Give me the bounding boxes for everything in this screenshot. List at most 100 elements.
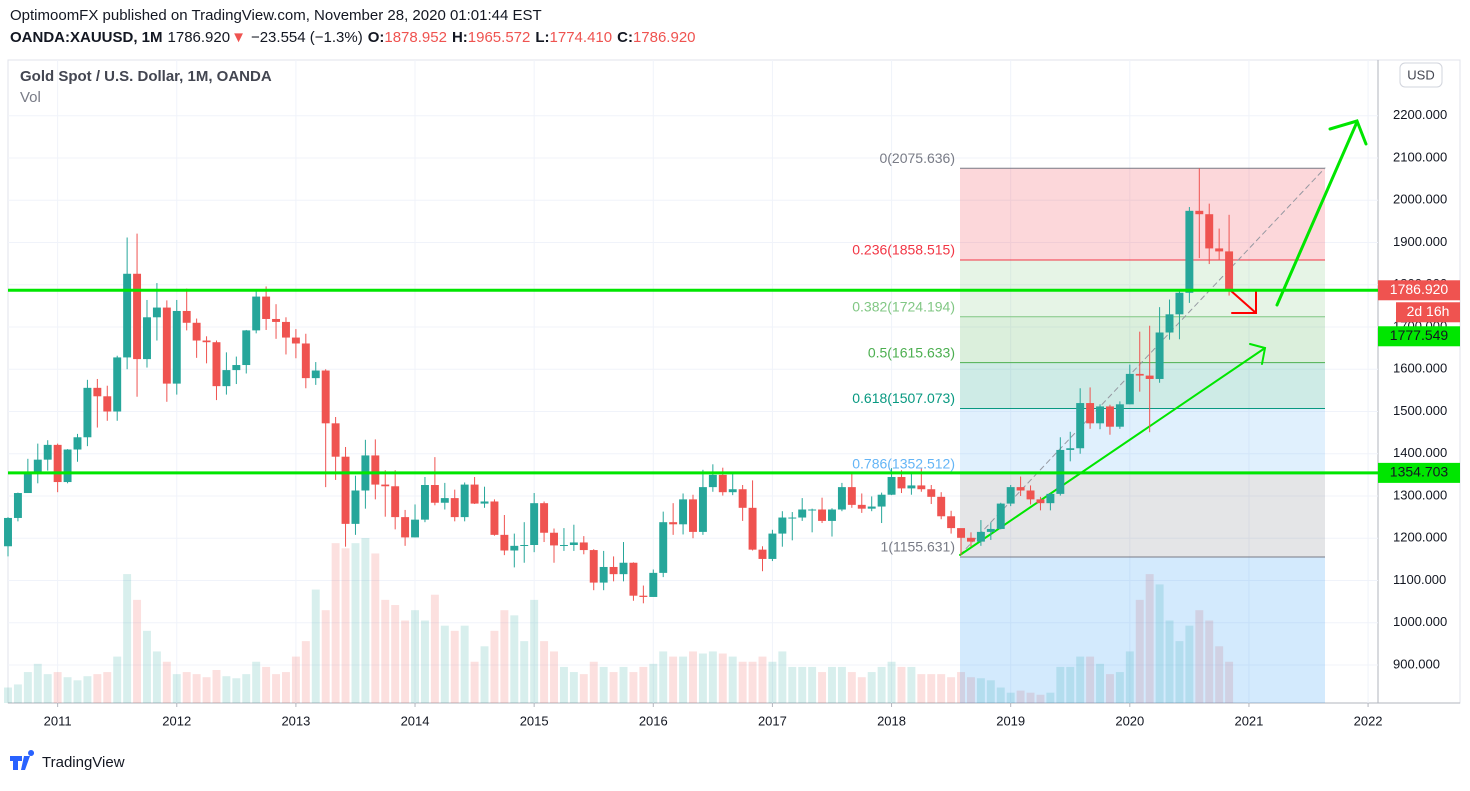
candle-body xyxy=(867,506,876,509)
ohlc-value: 1878.952 xyxy=(384,29,447,46)
fib-band xyxy=(960,168,1325,261)
candle-body xyxy=(1066,448,1075,450)
volume-bar xyxy=(708,651,717,703)
volume-bar xyxy=(53,672,62,703)
candle-body xyxy=(649,572,658,597)
change: −23.554 (−1.3%) xyxy=(251,29,363,46)
candle-body xyxy=(698,487,707,532)
fib-label: 0.382(1724.194) xyxy=(852,298,955,314)
fib-label: 0.618(1507.073) xyxy=(852,390,955,406)
volume-bar xyxy=(540,641,549,703)
ohlc-label: C: xyxy=(617,29,633,46)
volume-bar xyxy=(1165,620,1174,703)
currency: USD xyxy=(1407,67,1434,82)
volume-bar xyxy=(967,677,975,703)
x-tick-label: 2020 xyxy=(1115,713,1144,728)
volume-bar xyxy=(758,656,767,703)
volume-bar xyxy=(659,651,668,703)
candle-body xyxy=(202,340,211,343)
candle-body xyxy=(917,485,926,490)
volume-bar xyxy=(907,666,916,703)
candle-body xyxy=(123,273,132,358)
candle-body xyxy=(689,499,697,532)
volume-bar xyxy=(182,672,191,703)
x-tick-label: 2022 xyxy=(1354,713,1383,728)
volume-bar xyxy=(450,630,459,703)
candle-body xyxy=(679,499,688,525)
volume-bar xyxy=(1056,666,1065,703)
volume-bar xyxy=(321,610,330,703)
volume-bar xyxy=(33,663,42,703)
candle-body xyxy=(927,489,936,497)
volume-bar xyxy=(768,661,777,703)
candle-body xyxy=(222,370,231,387)
candle-body xyxy=(43,444,52,460)
volume-bar xyxy=(341,548,350,703)
volume-bar xyxy=(291,656,300,703)
candle-body xyxy=(351,490,360,524)
x-tick-label: 2021 xyxy=(1234,713,1263,728)
fib-trend xyxy=(959,167,1326,556)
candle-body xyxy=(1175,292,1184,315)
y-tick-label: 1900.000 xyxy=(1393,234,1447,249)
candle-body xyxy=(599,566,608,583)
candle-body xyxy=(907,485,916,489)
volume-bar xyxy=(917,674,926,703)
volume-bar xyxy=(778,651,787,703)
legend-vol: Vol xyxy=(20,89,41,106)
candle-body xyxy=(103,396,112,412)
volume-bar xyxy=(530,599,539,703)
ohlc-label: H: xyxy=(452,29,468,46)
volume-bar xyxy=(828,666,836,703)
volume-bar xyxy=(272,674,281,703)
candle-body xyxy=(73,437,82,450)
volume-bar xyxy=(63,677,72,703)
volume-bar xyxy=(23,672,32,703)
volume-bar xyxy=(689,651,697,703)
y-tick-label: 2100.000 xyxy=(1393,149,1447,164)
candle-body xyxy=(1185,210,1194,293)
y-tick-label: 1300.000 xyxy=(1393,487,1447,502)
price-box xyxy=(1378,280,1460,301)
volume-bar xyxy=(897,666,906,703)
volume-bar xyxy=(599,666,608,703)
volume-bar xyxy=(162,661,171,703)
volume-bar xyxy=(1026,692,1035,703)
currency-badge[interactable] xyxy=(1399,62,1443,88)
fib-label: 0.786(1352.512) xyxy=(852,456,955,472)
candle-body xyxy=(1135,373,1144,376)
candle-body xyxy=(669,522,678,525)
volume-bar xyxy=(569,672,578,703)
volume-bar xyxy=(698,653,707,703)
volume-bar xyxy=(311,589,320,703)
arrow-head xyxy=(1328,119,1368,146)
volume-bar xyxy=(371,553,380,703)
candle-body xyxy=(609,566,618,575)
volume-bar xyxy=(579,674,588,703)
symbol: OANDA:XAUUSD, 1M xyxy=(10,29,163,46)
y-tick-label: 1100.000 xyxy=(1393,572,1446,587)
ohlc-value: 1774.410 xyxy=(550,29,613,46)
x-tick-label: 2015 xyxy=(520,713,549,728)
candle-body xyxy=(1026,490,1035,500)
candle-body xyxy=(708,474,717,488)
volume-bar xyxy=(857,677,866,703)
volume-bar xyxy=(83,676,92,703)
volume-bar xyxy=(818,672,827,703)
volume-bar xyxy=(123,574,132,703)
drawings xyxy=(959,119,1368,556)
candle-body xyxy=(550,532,558,546)
candle-body xyxy=(152,307,161,318)
candle-body xyxy=(996,503,1005,529)
x-tick-label: 2019 xyxy=(996,713,1025,728)
volume-bar xyxy=(1135,599,1144,703)
candle-body xyxy=(1105,406,1114,427)
y-tick-label: 2200.000 xyxy=(1393,107,1447,122)
y-tick-label: 1000.000 xyxy=(1393,614,1447,629)
volume-bar xyxy=(1105,674,1114,703)
legend-title: Gold Spot / U.S. Dollar, 1M, OANDA xyxy=(20,68,272,85)
candle-body xyxy=(877,494,886,507)
candle-body xyxy=(4,517,12,547)
volume-bar xyxy=(927,674,936,703)
volume-bar xyxy=(13,684,22,703)
